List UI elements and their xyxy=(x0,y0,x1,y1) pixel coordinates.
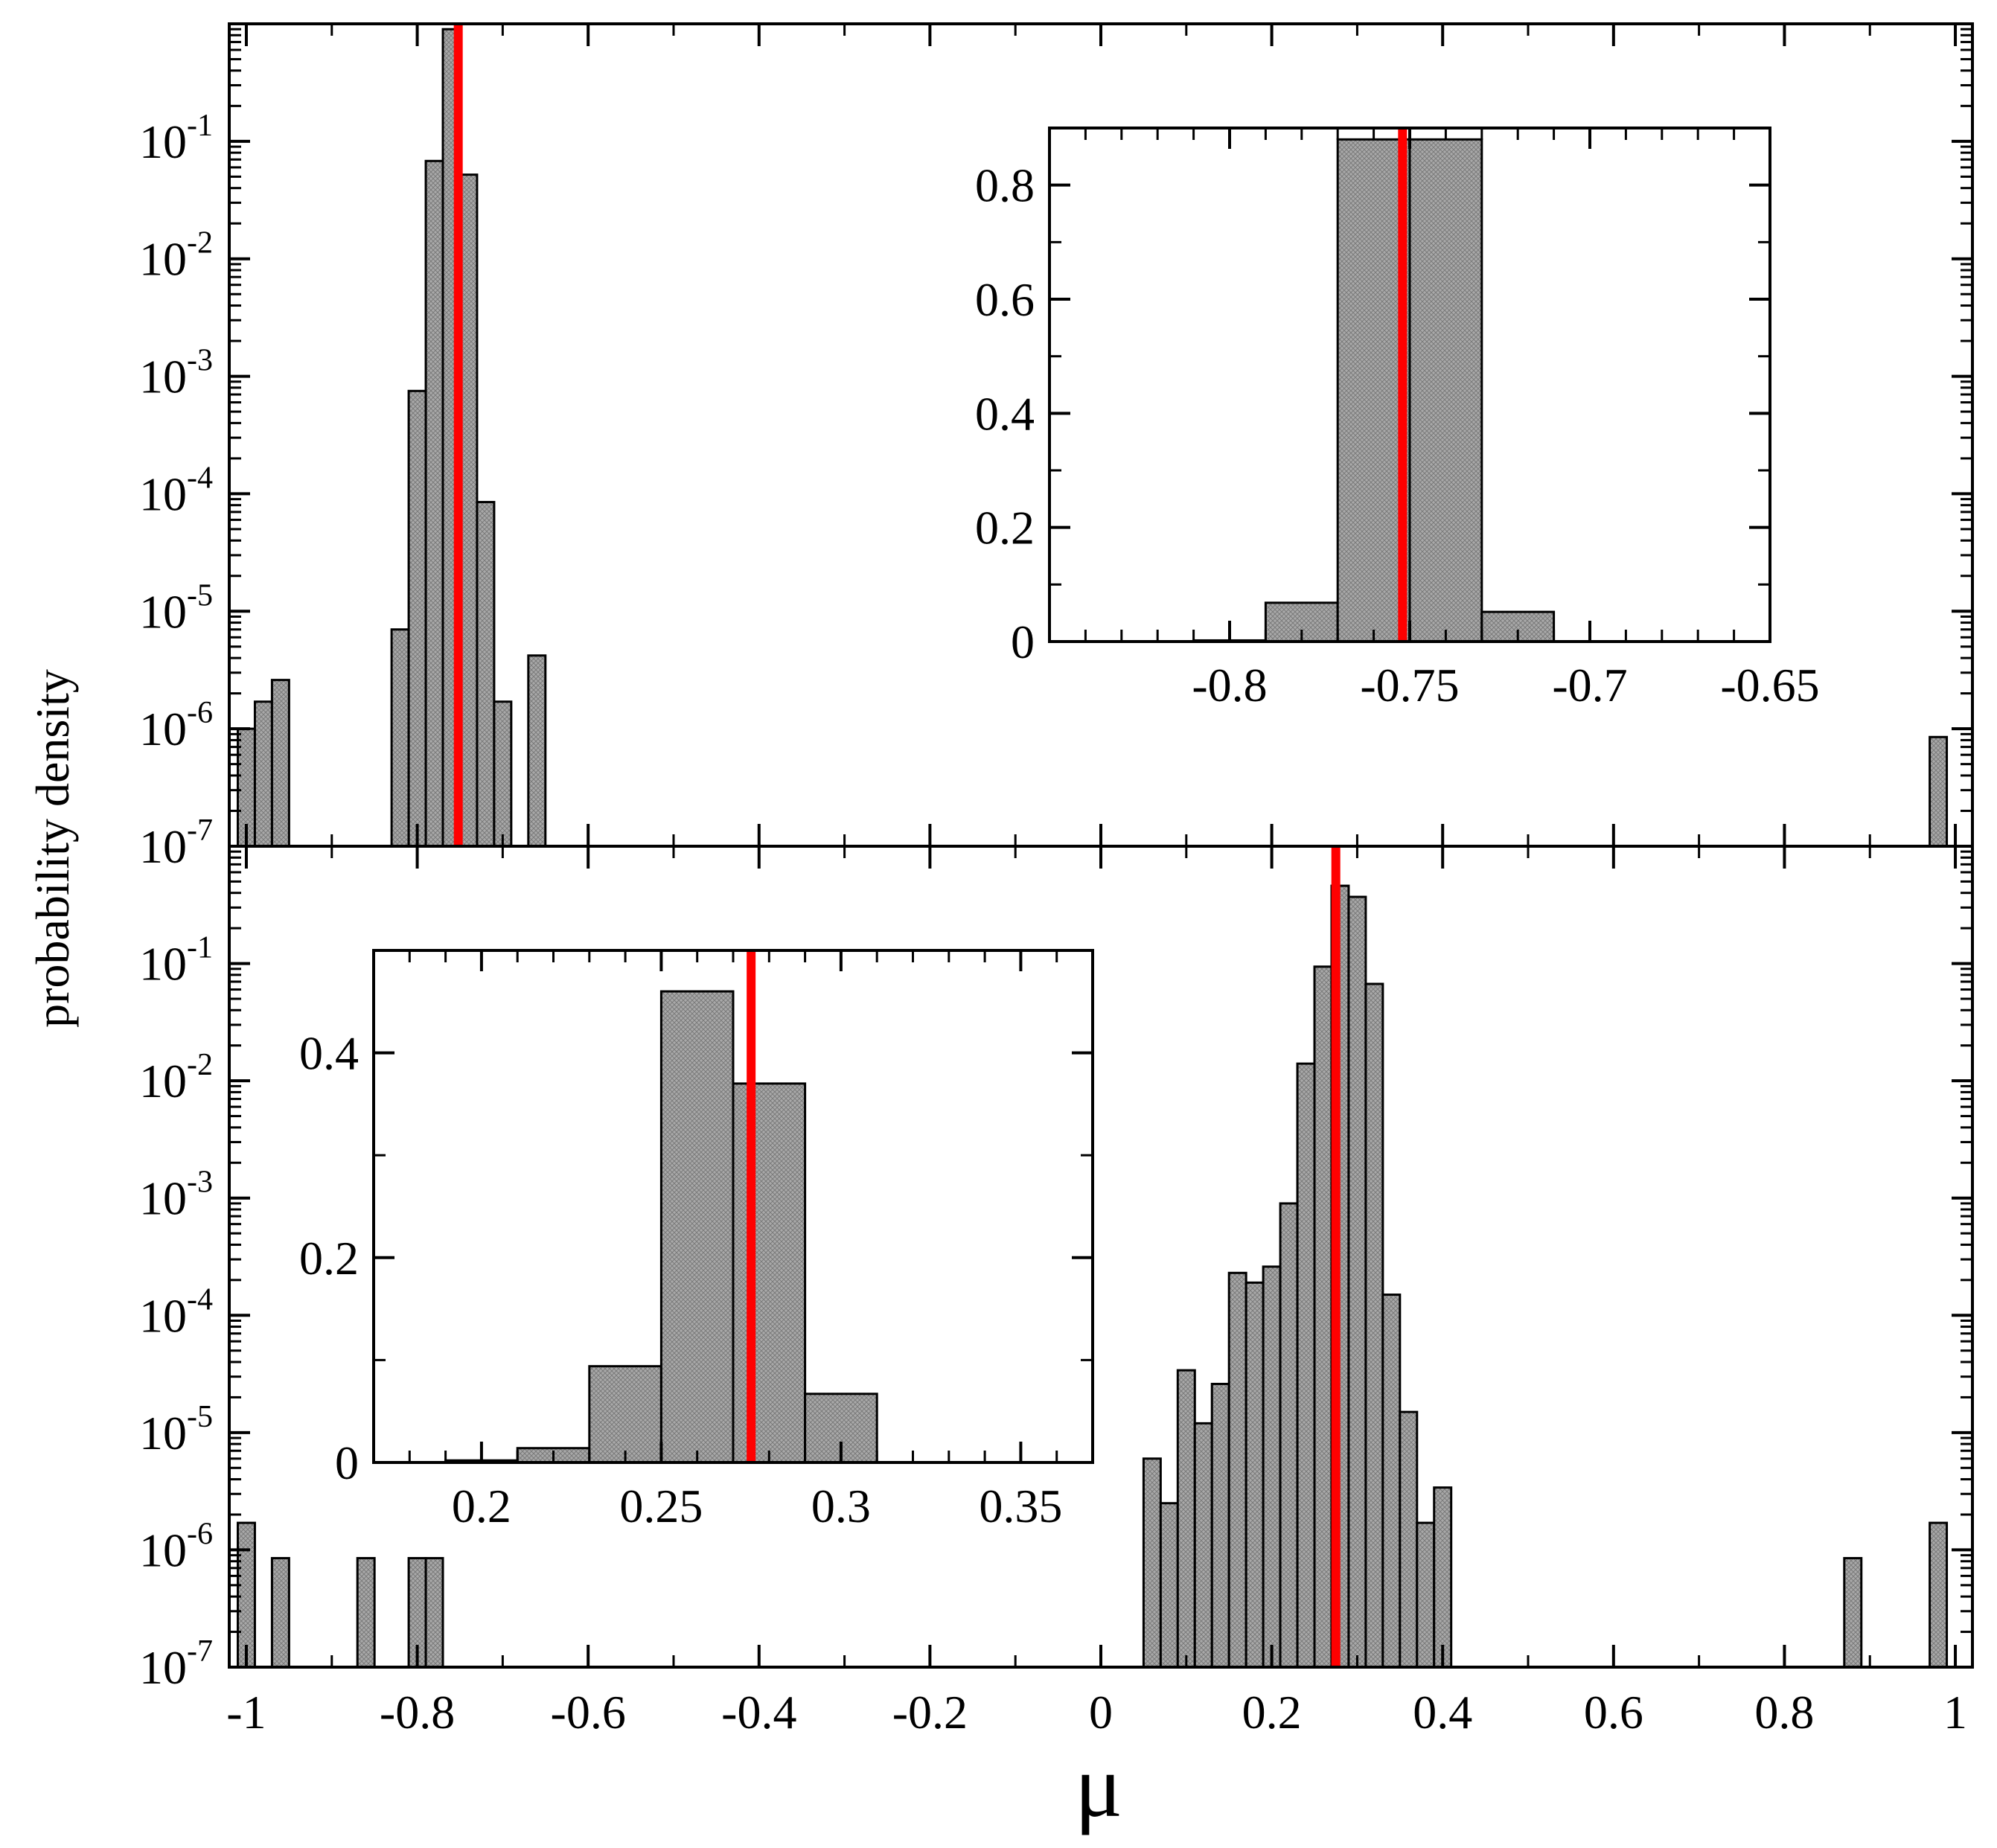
x-tick-label: 0.2 xyxy=(452,1480,511,1532)
histogram-bar xyxy=(424,159,444,848)
histogram-bar xyxy=(1313,965,1333,1669)
x-tick-label: -0.4 xyxy=(721,1686,796,1739)
histogram-bar xyxy=(659,990,735,1464)
y-tick-label: 10-1 xyxy=(139,109,213,168)
x-tick-label: 0.6 xyxy=(1584,1686,1643,1739)
x-tick-label: 0.8 xyxy=(1754,1686,1814,1739)
x-tick-label: 0 xyxy=(1089,1686,1113,1739)
histogram-bar xyxy=(1227,1271,1247,1669)
histogram-bar xyxy=(424,1557,444,1669)
x-tick-label: -0.2 xyxy=(892,1686,968,1739)
histogram-bar xyxy=(1843,1557,1863,1669)
histogram-bar xyxy=(407,389,427,848)
y-tick-label: 10-1 xyxy=(139,931,213,991)
y-tick-label: 10-4 xyxy=(139,1282,213,1342)
y-tick-label: 10-3 xyxy=(139,1166,213,1225)
x-tick-label: 0.2 xyxy=(1242,1686,1302,1739)
histogram-bar xyxy=(1296,1062,1316,1669)
histogram-bar xyxy=(1279,1202,1299,1669)
histogram-bar xyxy=(1347,895,1367,1669)
x-tick-labels: -1 -0.8 -0.6 -0.4 -0.2 0 0.2 0.4 0.6 0.8 1 xyxy=(226,1686,1967,1739)
histogram-bar xyxy=(732,1082,807,1464)
y-tick-label: 10-4 xyxy=(139,461,213,520)
x-tick-label: 0.35 xyxy=(979,1480,1062,1532)
histogram-bar xyxy=(1929,1521,1949,1669)
histogram-bar xyxy=(1929,735,1949,848)
histogram-bar xyxy=(1193,1422,1213,1669)
y-tick-label: 0.2 xyxy=(299,1232,359,1285)
y-tick-label: 10-6 xyxy=(139,696,213,755)
y-tick-label: 0 xyxy=(335,1436,359,1489)
x-tick-label: -0.75 xyxy=(1360,659,1459,712)
histogram-bar xyxy=(527,654,547,848)
histogram-bar xyxy=(1159,1502,1179,1669)
y-tick-label: 10-2 xyxy=(139,1048,213,1107)
y-tick-label: 10-6 xyxy=(139,1517,213,1576)
x-tick-label: -1 xyxy=(226,1686,266,1739)
x-tick-label: 1 xyxy=(1943,1686,1967,1739)
x-tick-label: -0.7 xyxy=(1552,659,1627,712)
histogram-bar xyxy=(390,628,410,848)
y-tick-label: 10-5 xyxy=(139,578,213,638)
y-tick-label: 0.8 xyxy=(975,159,1035,212)
x-tick-label: 0.25 xyxy=(619,1480,703,1532)
y-tick-label: 0.4 xyxy=(299,1027,359,1080)
y-tick-label: 0.4 xyxy=(975,387,1035,440)
y-tick-label: 10-2 xyxy=(139,226,213,286)
histogram-bar xyxy=(1416,1521,1436,1669)
histogram-bar xyxy=(1364,982,1384,1669)
histogram-bar xyxy=(588,1365,662,1464)
bottom-main-plot: 10-7 10-6 10-5 10-4 10-3 10-2 10-1 xyxy=(139,845,1974,1694)
y-tick-label: 10-5 xyxy=(139,1400,213,1459)
x-tick-label: -0.6 xyxy=(551,1686,626,1739)
histogram-bar xyxy=(1408,138,1483,643)
x-tick-label: -0.8 xyxy=(380,1686,455,1739)
top-inset-plot: 0 0.2 0.4 0.6 0.8 -0.8 -0.75 -0.7 -0.65 xyxy=(975,127,1820,712)
histogram-bar xyxy=(1262,1265,1282,1669)
histogram-bar xyxy=(1210,1382,1230,1669)
histogram-bar xyxy=(1176,1369,1196,1669)
bottom-inset-plot: 0 0.2 0.4 0.2 0.25 0.3 0.35 xyxy=(299,949,1094,1532)
y-tick-label: 0 xyxy=(1011,616,1035,668)
histogram-bar xyxy=(356,1557,376,1669)
histogram-bar xyxy=(1244,1281,1265,1669)
y-tick-label: 10-3 xyxy=(139,344,213,403)
x-tick-label: -0.8 xyxy=(1192,659,1267,712)
y-tick-label: 0.6 xyxy=(975,273,1035,326)
x-axis-label: μ xyxy=(1075,1736,1122,1835)
histogram-bar xyxy=(1381,1294,1402,1669)
x-tick-label: -0.65 xyxy=(1720,659,1819,712)
x-tick-label: 0.4 xyxy=(1413,1686,1472,1739)
x-tick-label: 0.3 xyxy=(811,1480,871,1532)
histogram-bar xyxy=(476,501,496,848)
y-axis-label: probability density xyxy=(26,669,79,1028)
histogram-bar xyxy=(493,700,513,848)
histogram-bar xyxy=(270,1557,290,1669)
y-tick-label: 10-7 xyxy=(139,813,213,873)
y-tick-label: 10-7 xyxy=(139,1634,213,1694)
histogram-bar xyxy=(270,679,290,848)
histogram-bar xyxy=(253,700,273,848)
top-main-plot: 10-7 10-6 10-5 10-4 10-3 10-2 10-1 xyxy=(139,22,1974,873)
y-tick-label: 0.2 xyxy=(975,502,1035,554)
histogram-bar xyxy=(1399,1410,1419,1669)
histogram-bar xyxy=(1433,1486,1453,1669)
histogram-bar xyxy=(1142,1457,1162,1669)
